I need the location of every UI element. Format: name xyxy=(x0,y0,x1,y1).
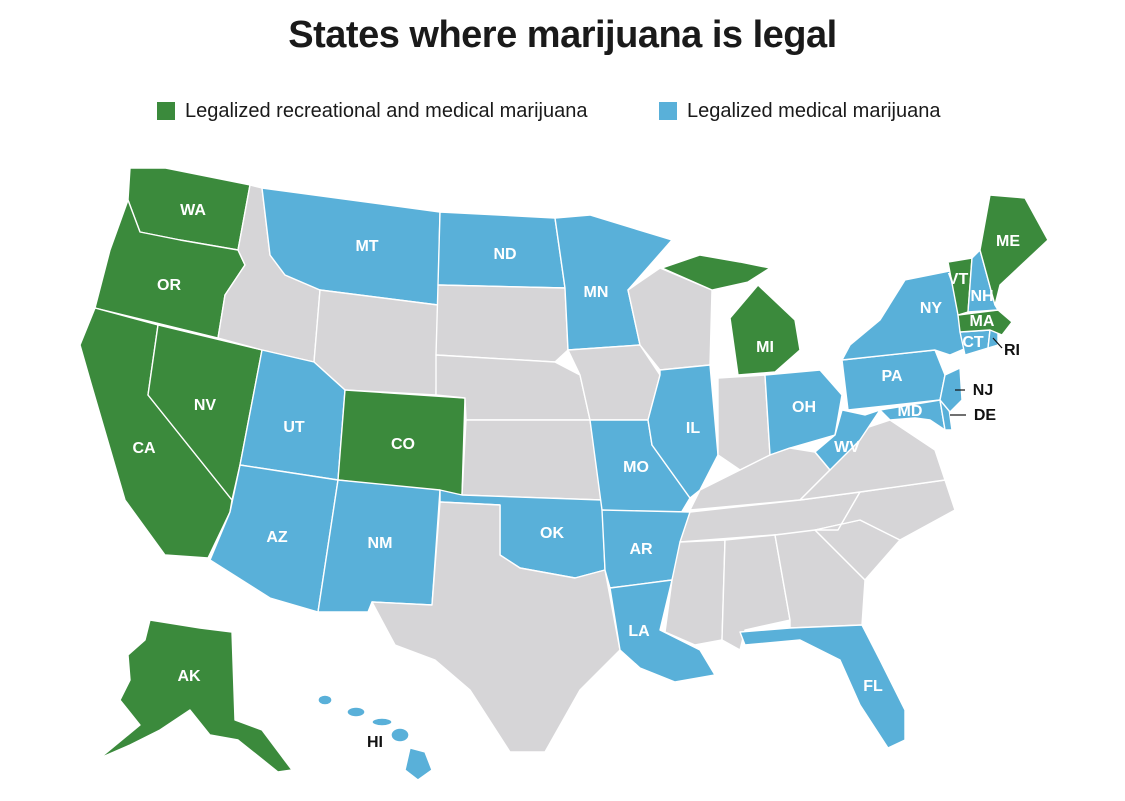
state-AK[interactable] xyxy=(99,619,293,773)
state-MI-upper[interactable] xyxy=(661,254,771,291)
state-label-RI: RI xyxy=(1004,342,1020,359)
state-NJ[interactable] xyxy=(939,367,963,413)
state-label-NY: NY xyxy=(920,300,943,317)
state-label-CO: CO xyxy=(391,436,415,453)
state-IN[interactable] xyxy=(717,374,771,471)
legend-label-medical: Legalized medical marijuana xyxy=(687,99,941,122)
hawaii-island-molokai xyxy=(371,717,393,727)
state-label-MA: MA xyxy=(970,313,995,330)
states-layer xyxy=(79,167,1049,781)
legend-label-recreational: Legalized recreational and medical marij… xyxy=(185,99,588,122)
state-WV[interactable] xyxy=(814,409,881,471)
leader-RI xyxy=(992,337,1003,349)
state-label-FL: FL xyxy=(863,678,883,695)
legend-swatch-medical xyxy=(659,102,677,120)
state-label-IL: IL xyxy=(686,420,700,437)
state-label-ND: ND xyxy=(493,246,516,263)
state-label-CA: CA xyxy=(132,440,156,457)
state-MI[interactable] xyxy=(729,284,801,376)
state-label-OH: OH xyxy=(792,399,816,416)
state-label-OR: OR xyxy=(157,277,181,294)
state-label-PA: PA xyxy=(881,368,902,385)
legend-item-recreational: Legalized recreational and medical marij… xyxy=(157,96,587,126)
state-label-NM: NM xyxy=(368,535,393,552)
state-label-UT: UT xyxy=(283,419,305,436)
hawaii-island-maui xyxy=(390,727,410,743)
state-KS[interactable] xyxy=(461,419,603,501)
state-ME[interactable] xyxy=(979,194,1049,306)
legend-swatch-recreational xyxy=(157,102,175,120)
state-NH[interactable] xyxy=(967,249,999,313)
state-label-NV: NV xyxy=(194,397,217,414)
legend: Legalized recreational and medical marij… xyxy=(0,96,1125,126)
state-label-MN: MN xyxy=(584,284,609,301)
state-SD[interactable] xyxy=(435,284,569,363)
state-label-MO: MO xyxy=(623,459,649,476)
state-label-DE: DE xyxy=(974,407,997,424)
state-label-OK: OK xyxy=(540,525,564,542)
state-label-NJ: NJ xyxy=(973,382,993,399)
state-FL[interactable] xyxy=(739,624,906,749)
state-label-AR: AR xyxy=(629,541,653,558)
state-label-VT: VT xyxy=(948,271,969,288)
state-label-WA: WA xyxy=(180,202,206,219)
state-label-LA: LA xyxy=(628,623,650,640)
state-label-AZ: AZ xyxy=(266,529,288,546)
hawaii-island-big xyxy=(404,747,433,781)
state-labels: WA OR CA NV CO AK MI ME VT MA MT ND MN U… xyxy=(132,202,1020,751)
leader-lines xyxy=(950,337,1003,416)
state-label-NH: NH xyxy=(970,288,993,305)
state-label-CT: CT xyxy=(962,334,984,351)
state-label-MT: MT xyxy=(355,238,378,255)
state-label-ME: ME xyxy=(996,233,1020,250)
hawaii-island-oahu xyxy=(346,706,366,718)
state-label-MD: MD xyxy=(898,403,923,420)
state-HI[interactable] xyxy=(317,694,433,781)
state-label-AK: AK xyxy=(177,668,201,685)
state-LA[interactable] xyxy=(609,579,716,683)
state-label-WV: WV xyxy=(834,439,860,456)
hawaii-island-kauai xyxy=(317,694,333,706)
state-TX[interactable] xyxy=(371,501,621,753)
legend-item-medical: Legalized medical marijuana xyxy=(659,96,940,126)
map-title: States where marijuana is legal xyxy=(288,14,837,56)
state-label-MI: MI xyxy=(756,339,774,356)
state-IL[interactable] xyxy=(647,364,719,499)
state-label-HI: HI xyxy=(367,734,383,751)
